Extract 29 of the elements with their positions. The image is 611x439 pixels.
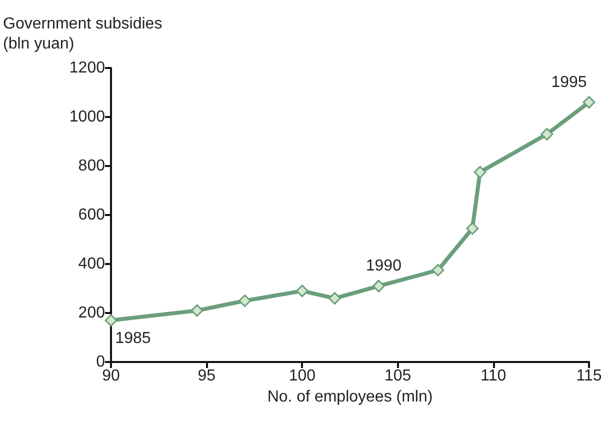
y-tick-label: 1200	[69, 60, 106, 76]
x-tick-label: 100	[288, 368, 316, 384]
point	[432, 264, 444, 276]
annotation: 1990	[366, 258, 402, 275]
point	[238, 294, 252, 307]
x-tick-label: 115	[576, 368, 602, 384]
y-tick-label: 0	[96, 354, 106, 370]
point	[540, 128, 554, 140]
annotation: 1985	[115, 330, 151, 347]
point	[104, 314, 118, 327]
y-tick-label: 800	[78, 158, 106, 174]
y-axis-title: Government subsidies (bln yuan)	[3, 16, 162, 52]
point	[466, 222, 479, 235]
y-tick-label: 400	[78, 256, 106, 272]
y-tick-label: 1000	[69, 108, 106, 126]
x-tick-label: 95	[198, 368, 216, 384]
x-tick-label: 105	[384, 368, 412, 384]
point	[190, 304, 204, 317]
x-tick-label: 90	[102, 368, 120, 384]
point	[328, 292, 341, 305]
annotation: 1995	[551, 74, 587, 91]
point	[372, 280, 385, 292]
point	[474, 166, 486, 178]
y-tick-label: 600	[78, 206, 106, 224]
y-tick-label: 200	[78, 304, 106, 322]
point	[296, 284, 308, 298]
point	[582, 96, 596, 109]
x-axis-title: No. of employees (mln)	[267, 388, 433, 406]
x-tick-label: 110	[480, 368, 506, 384]
